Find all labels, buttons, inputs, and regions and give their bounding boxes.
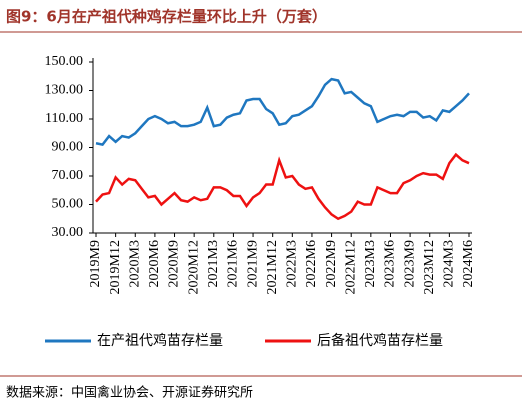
x-tick-label: 2020M3 — [127, 240, 142, 287]
y-tick-label: 70.00 — [52, 168, 84, 183]
x-tick-label: 2023M6 — [383, 240, 398, 287]
x-tick-label: 2024M6 — [461, 240, 476, 287]
x-tick-label: 2019M12 — [108, 240, 123, 294]
x-tick-label: 2020M6 — [147, 240, 162, 287]
x-tick-label: 2021M12 — [265, 240, 280, 294]
x-tick-label: 2020M12 — [186, 240, 201, 294]
series-line — [95, 77, 470, 147]
y-tick-label: 130.00 — [45, 83, 84, 98]
y-tick-label: 50.00 — [52, 197, 84, 212]
x-tick-label: 2022M12 — [343, 240, 358, 294]
y-tick-label: 150.00 — [45, 54, 84, 69]
x-tick-label: 2022M6 — [304, 240, 319, 287]
x-tick-label: 2023M3 — [363, 240, 378, 287]
x-tick-label: 2021M9 — [245, 240, 260, 287]
y-tick-label: 30.00 — [52, 225, 84, 240]
x-tick-label: 2021M3 — [206, 240, 221, 287]
legend-label: 在产祖代鸡苗存栏量 — [97, 332, 223, 349]
x-tick-label: 2023M12 — [422, 240, 437, 294]
chart-title: 图9：6月在产祖代种鸡存栏量环比上升（万套） — [6, 8, 327, 26]
source-note: 数据来源：中国禽业协会、开源证券研究所 — [6, 385, 253, 401]
x-tick-label: 2024M3 — [442, 240, 457, 287]
x-tick-label: 2023M9 — [402, 240, 417, 287]
y-tick-label: 90.00 — [52, 140, 84, 155]
x-tick-label: 2019M9 — [88, 240, 103, 287]
x-tick-label: 2020M9 — [167, 240, 182, 287]
series-line — [95, 152, 470, 221]
x-tick-label: 2021M6 — [226, 240, 241, 287]
x-tick-label: 2022M9 — [324, 240, 339, 287]
legend-label: 后备祖代鸡苗存栏量 — [317, 332, 443, 349]
y-tick-label: 110.00 — [45, 111, 83, 126]
x-tick-label: 2022M3 — [285, 240, 300, 287]
